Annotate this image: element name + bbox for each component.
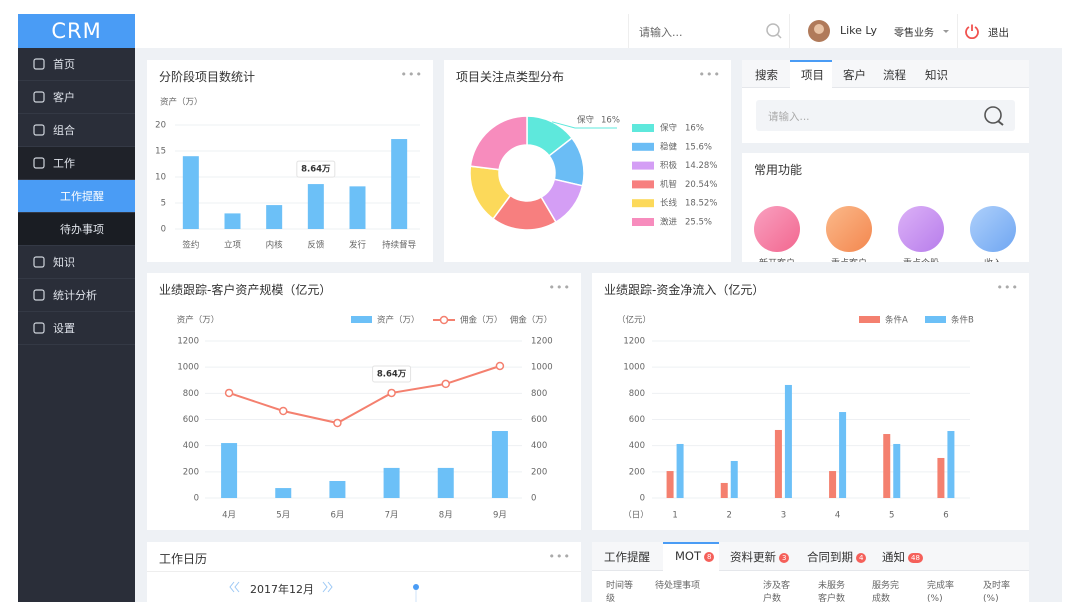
column-header: 及时率(%) [983,581,1011,602]
power-icon[interactable] [964,23,980,39]
search-icon [984,106,1004,126]
more[interactable]: ••• [698,68,721,81]
menu-icon [33,322,45,334]
menu-item[interactable]: 设置 [18,312,135,345]
shortcut-label: 重点客户 [819,256,879,262]
search-panel: 搜索 项目 客户 流程 知识 请输入... [742,60,1029,143]
sidebar: 首页 客户 组合 工作 工作提醒 待办事项 知识 统计分析 设置 [18,48,135,602]
pie-panel: 项目关注点类型分布 ••• [444,60,731,262]
more[interactable]: ••• [548,550,571,563]
asset-panel: 业绩跟踪-客户资产规模（亿元） ••• [147,273,581,530]
tab[interactable]: 客户 [843,68,866,82]
tab[interactable]: 通知 48 [882,549,923,565]
month: 2017年12月 [250,583,314,596]
more[interactable]: ••• [400,68,423,81]
prev[interactable] [229,581,240,593]
shortcut-icon[interactable] [754,206,800,252]
avatar[interactable] [807,19,831,43]
app: CRM 请输入... Like Ly 零售业务 退出 首页 客户 组合 工作 工作提醒待… [18,14,1062,602]
column-header: 未服务客户数 [818,581,846,602]
shortcut-icon[interactable] [970,206,1016,252]
panel-title: 业绩跟踪-客户资产规模（亿元） [159,283,332,297]
tab[interactable]: 资料更新 3 [730,549,790,565]
shortcut-label: 重点个股 [891,256,951,262]
divider [957,14,958,48]
calendar-nav [229,581,419,602]
calendar-bar [147,571,581,572]
today-dot [413,584,419,590]
search-icon [766,23,782,39]
logo: CRM [18,14,135,48]
menu-icon [33,157,45,169]
menu-item[interactable]: 待办事项 [18,213,135,246]
panel-title: 业绩跟踪-资金净流入（亿元） [604,283,765,297]
tab[interactable]: 搜索 [755,68,778,82]
search-placeholder: 请输入... [639,26,683,39]
menu-item[interactable]: 客户 [18,81,135,114]
column-header: 时间等级 [606,581,634,602]
tab-bar [742,60,1029,88]
menu-icon [33,58,45,70]
search-box[interactable]: 请输入... [628,14,790,48]
next[interactable] [322,581,333,593]
panel-title: 常用功能 [754,163,803,177]
menu-item[interactable]: 组合 [18,114,135,147]
caret [943,30,949,33]
tab[interactable]: MOT 8 [675,549,715,563]
shortcut-label: 新开客户 [747,256,807,262]
header: 请输入... Like Ly 零售业务 退出 [135,14,1062,48]
user-name[interactable]: Like Ly [840,24,878,37]
tab[interactable]: 工作提醒 [604,550,650,564]
business-select[interactable]: 零售业务 [894,28,934,39]
logout[interactable]: 退出 [988,27,1009,39]
badge: 4 [856,552,867,563]
menu-icon [33,256,45,268]
calendar-panel: 工作日历 ••• 2017年12月 [147,542,581,602]
column-header: 待处理事项 [655,581,701,591]
shortcut-panel: 常用功能新开客户 重点客户 重点个股 收入 [742,153,1029,262]
menu-item[interactable]: 工作 [18,147,135,180]
badge: 3 [779,552,790,563]
more[interactable]: ••• [548,281,571,294]
task-panel: 工作提醒 MOT 8 资料更新 3 合同到期 4 通知 48 时间等级 待处理事项 涉及客户数 未服务客… [592,542,1029,602]
tab[interactable]: 知识 [925,68,948,82]
flow-panel: 业绩跟踪-资金净流入（亿元） ••• [592,273,1029,530]
column-header: 涉及客户数 [763,581,791,602]
panel-title: 项目关注点类型分布 [456,70,565,84]
menu-item[interactable]: 首页 [18,48,135,81]
badge: 8 [704,551,715,562]
panel-title: 分阶段项目数统计 [159,70,256,84]
menu-item[interactable]: 知识 [18,246,135,279]
badge: 48 [908,552,923,563]
menu-item[interactable]: 统计分析 [18,279,135,312]
menu-item[interactable]: 工作提醒 [18,180,135,213]
placeholder: 请输入... [768,111,810,123]
tab[interactable]: 流程 [883,68,906,82]
search-input[interactable]: 请输入... [756,100,1015,131]
tab[interactable]: 项目 [801,68,824,82]
menu-icon [33,91,45,103]
more[interactable]: ••• [996,281,1019,294]
menu-icon [33,289,45,301]
tab[interactable]: 合同到期 4 [807,549,867,565]
active-tab [790,60,832,89]
menu-icon [33,124,45,136]
column-header: 完成率(%) [927,581,955,602]
shortcut-label: 收入 [963,256,1023,262]
shortcut-icon[interactable] [826,206,872,252]
panel-title: 工作日历 [159,552,208,566]
column-header: 服务完成数 [872,581,900,602]
shortcut-icon[interactable] [898,206,944,252]
stage-panel: 分阶段项目数统计 ••• [147,60,433,262]
